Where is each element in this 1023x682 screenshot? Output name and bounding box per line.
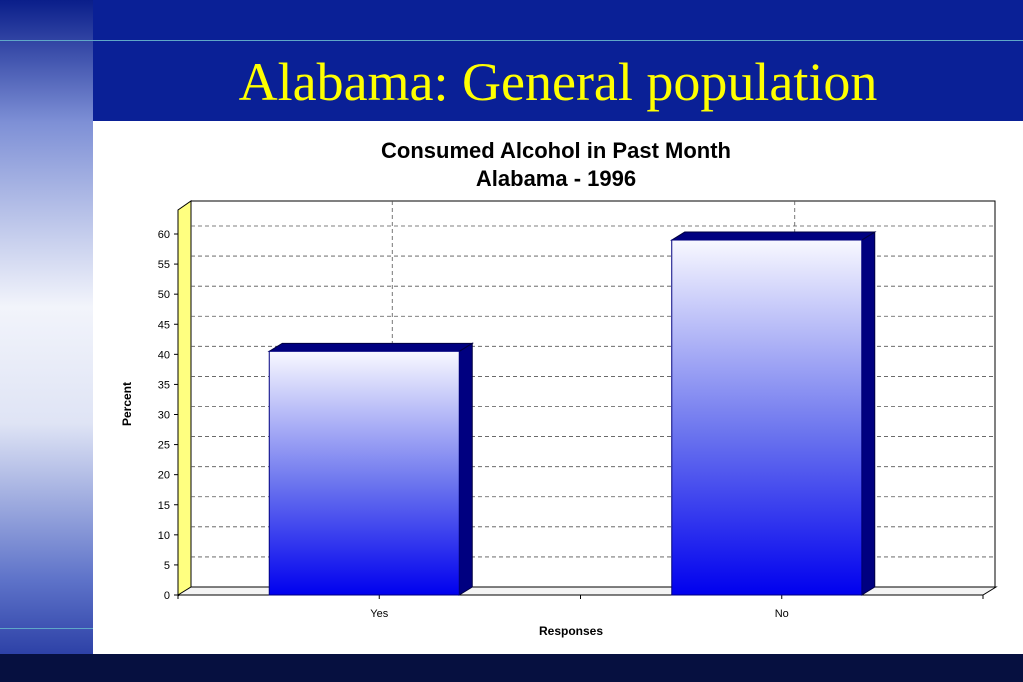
x-tick-label: No	[775, 608, 789, 620]
y-tick-label: 60	[158, 229, 170, 241]
y-tick-label: 0	[164, 590, 170, 602]
slide-title: Alabama: General population	[238, 52, 878, 112]
y-tick-label: 30	[158, 410, 170, 422]
bar-side	[861, 231, 876, 596]
y-tick-label: 55	[158, 259, 170, 271]
x-axis-label: Responses	[539, 624, 603, 638]
y-tick-label: 35	[158, 379, 170, 391]
bar	[671, 239, 863, 596]
slide-bottom-band	[0, 654, 1023, 682]
chart-title-line-1: Consumed Alcohol in Past Month	[381, 138, 731, 163]
y-tick-label: 15	[158, 500, 170, 512]
y-tick-label: 50	[158, 289, 170, 301]
chart-title-line-2: Alabama - 1996	[476, 166, 636, 191]
y-tick-label: 10	[158, 530, 170, 542]
y-axis-label: Percent	[120, 382, 134, 426]
y-tick-label: 20	[158, 470, 170, 482]
y-tick-label: 25	[158, 440, 170, 452]
bar-top	[669, 231, 877, 241]
bar-top	[267, 342, 475, 352]
plot-area: 0 5 10 15 20 25 30 35 40 45 50 55 60 Yes No	[158, 200, 998, 620]
y-tick-label: 5	[164, 560, 170, 572]
top-rule-line	[0, 40, 1023, 41]
y-tick-label: 40	[158, 349, 170, 361]
chart-panel: Consumed Alcohol in Past Month Alabama -…	[93, 121, 1023, 654]
y-tick-label: 45	[158, 319, 170, 331]
bar	[268, 350, 460, 596]
plot-side-wall	[177, 200, 192, 597]
x-tick-label: Yes	[370, 608, 388, 620]
bar-chart: Consumed Alcohol in Past Month Alabama -…	[120, 138, 998, 638]
bar-side	[458, 342, 473, 596]
slide-left-strip	[0, 0, 93, 682]
